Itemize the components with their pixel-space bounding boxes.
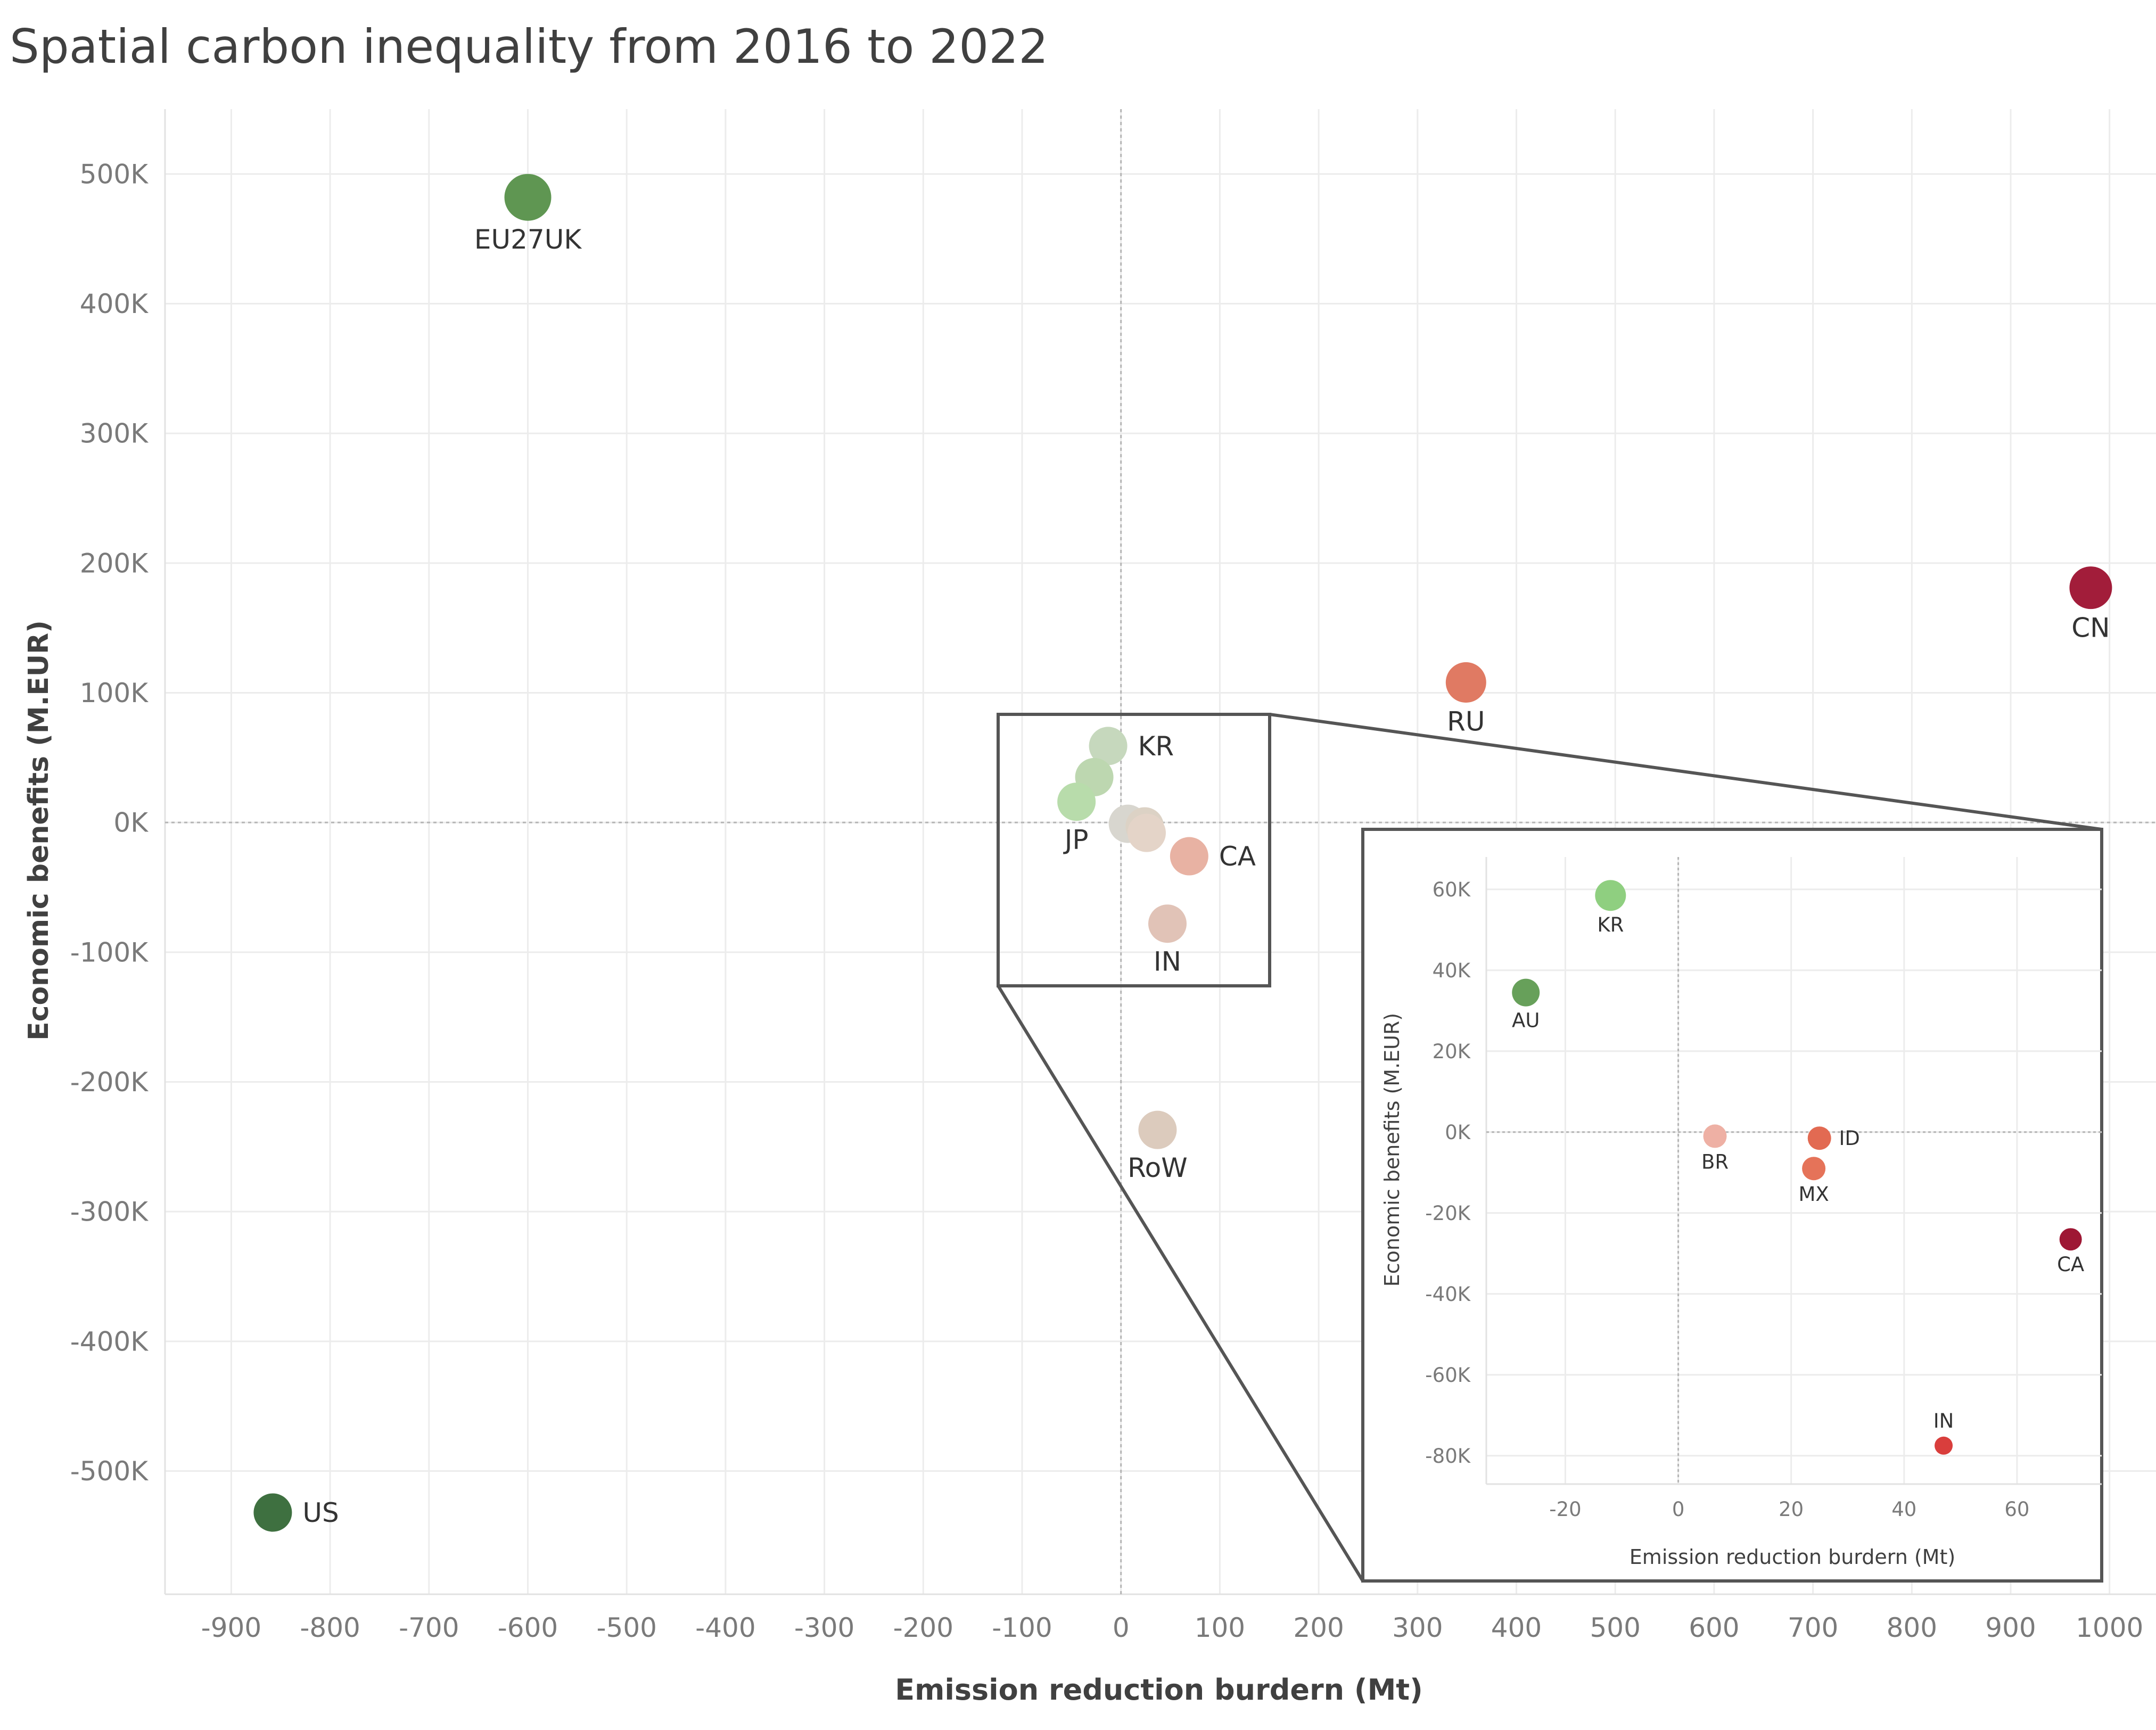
main-point-label: JP — [1063, 825, 1089, 855]
main-y-tick-label: 300K — [80, 418, 149, 449]
main-point-label: RU — [1447, 706, 1485, 737]
main-y-tick-label: -500K — [70, 1456, 149, 1487]
inset-y-tick-label: -40K — [1425, 1283, 1471, 1306]
inset-y-tick-label: 20K — [1433, 1040, 1471, 1063]
inset-x-tick-label: 60 — [2004, 1498, 2029, 1521]
main-y-tick-label: 500K — [80, 159, 149, 190]
main-x-tick-label: 600 — [1689, 1612, 1739, 1643]
main-point-ca — [1170, 837, 1208, 876]
inset-x-tick-label: 20 — [1779, 1498, 1804, 1521]
main-x-tick-label: 700 — [1788, 1612, 1838, 1643]
main-point-label: EU27UK — [474, 224, 582, 255]
main-y-tick-label: 0K — [113, 808, 149, 838]
main-point-row — [1138, 1110, 1177, 1149]
main-point-us — [253, 1493, 292, 1532]
main-x-tick-label: -300 — [794, 1612, 854, 1643]
main-point — [1128, 813, 1166, 852]
inset-point-label: ID — [1839, 1127, 1860, 1150]
inset-point-label: MX — [1798, 1183, 1829, 1206]
main-point-kr — [1089, 727, 1128, 765]
main-x-tick-label: -700 — [399, 1612, 459, 1643]
main-x-axis-ticks: -900 -800 -700 -600 -500 -400 -300 -200 -100 0 100… — [201, 1612, 2144, 1643]
main-data-points: EU27UK US CN RU KR JP CA IN RoW — [253, 174, 2112, 1532]
main-y-tick-label: 200K — [80, 548, 149, 579]
inset-point-label: CA — [2057, 1253, 2084, 1276]
main-y-tick-label: -300K — [70, 1197, 149, 1228]
main-point-in — [1148, 904, 1187, 943]
inset-point-kr — [1595, 880, 1626, 911]
main-point-label: RoW — [1128, 1152, 1188, 1183]
main-x-tick-label: 300 — [1392, 1612, 1443, 1643]
inset-y-tick-label: -20K — [1425, 1202, 1471, 1225]
inset-point-mx — [1802, 1157, 1826, 1181]
inset-y-tick-label: 60K — [1433, 878, 1471, 901]
main-y-tick-label: 100K — [80, 678, 149, 709]
main-y-tick-label: -200K — [70, 1067, 149, 1098]
inset-y-axis-title: Economic benefits (M.EUR) — [1380, 1013, 1404, 1287]
main-x-tick-label: 900 — [1985, 1612, 2036, 1643]
inset-x-tick-label: -20 — [1549, 1498, 1581, 1521]
inset-y-tick-label: -80K — [1425, 1445, 1471, 1468]
main-point-jp — [1057, 782, 1096, 821]
main-point-label: US — [302, 1497, 339, 1528]
inset-point-br — [1703, 1124, 1727, 1148]
main-x-tick-label: 200 — [1293, 1612, 1344, 1643]
inset-chart-frame — [1361, 828, 2103, 1583]
inset-x-axis-ticks: -20 0 20 40 60 — [1549, 1498, 2029, 1521]
main-y-tick-label: -400K — [70, 1326, 149, 1357]
chart-title: Spatial carbon inequality from 2016 to 2… — [10, 19, 1049, 74]
main-x-tick-label: 1000 — [2076, 1612, 2143, 1643]
main-point-label: KR — [1138, 731, 1174, 762]
inset-y-axis-ticks: -80K -60K -40K -20K 0K 20K 40K 60K — [1425, 878, 1471, 1468]
main-x-axis-title: Emission reduction burdern (Mt) — [895, 1673, 1423, 1707]
main-x-tick-label: -500 — [596, 1612, 656, 1643]
main-x-tick-label: 0 — [1113, 1612, 1130, 1643]
main-x-tick-label: 800 — [1887, 1612, 1937, 1643]
main-point-label: CN — [2071, 613, 2110, 644]
main-y-tick-label: 400K — [80, 289, 149, 319]
zoom-connector-bottom — [997, 985, 1364, 1582]
inset-x-tick-label: 40 — [1891, 1498, 1916, 1521]
inset-x-axis-title: Emission reduction burdern (Mt) — [1630, 1545, 1955, 1569]
main-x-tick-label: -400 — [695, 1612, 755, 1643]
main-x-tick-label: -900 — [201, 1612, 261, 1643]
zoom-region-box — [997, 713, 1271, 987]
inset-y-tick-label: -60K — [1425, 1364, 1471, 1387]
zoom-connector-top — [1269, 713, 2102, 831]
inset-y-tick-label: 0K — [1445, 1121, 1471, 1144]
inset-point-label: BR — [1701, 1150, 1729, 1173]
main-point-label: IN — [1154, 946, 1181, 977]
inset-point-label: IN — [1933, 1410, 1954, 1432]
main-y-axis-ticks: -500K -400K -300K -200K -100K 0K 100K 200K 300K 4… — [70, 159, 149, 1487]
inset-point-label: KR — [1597, 913, 1624, 936]
main-x-tick-label: -600 — [498, 1612, 558, 1643]
inset-data-points: KR AU BR ID MX CA IN — [1512, 880, 2084, 1455]
inset-point-id — [1807, 1126, 1831, 1150]
main-x-tick-label: -800 — [300, 1612, 360, 1643]
main-y-tick-label: -100K — [70, 937, 149, 968]
inset-point-in — [1935, 1436, 1953, 1455]
inset-x-tick-label: 0 — [1672, 1498, 1685, 1521]
inset-point-au — [1512, 978, 1540, 1007]
main-x-tick-label: 400 — [1491, 1612, 1542, 1643]
main-point-cn — [2069, 566, 2112, 609]
main-point-label: CA — [1219, 841, 1256, 872]
inset-y-tick-label: 40K — [1433, 959, 1471, 982]
inset-point-ca — [2059, 1228, 2082, 1251]
inset-point-label: AU — [1512, 1009, 1540, 1032]
main-point-eu27uk — [504, 174, 552, 221]
main-x-tick-label: 500 — [1590, 1612, 1641, 1643]
main-y-axis-title: Economic benefits (M.EUR) — [23, 620, 55, 1041]
main-point-ru — [1445, 662, 1486, 703]
main-x-tick-label: -100 — [992, 1612, 1052, 1643]
main-x-tick-label: -200 — [893, 1612, 953, 1643]
main-x-tick-label: 100 — [1195, 1612, 1245, 1643]
